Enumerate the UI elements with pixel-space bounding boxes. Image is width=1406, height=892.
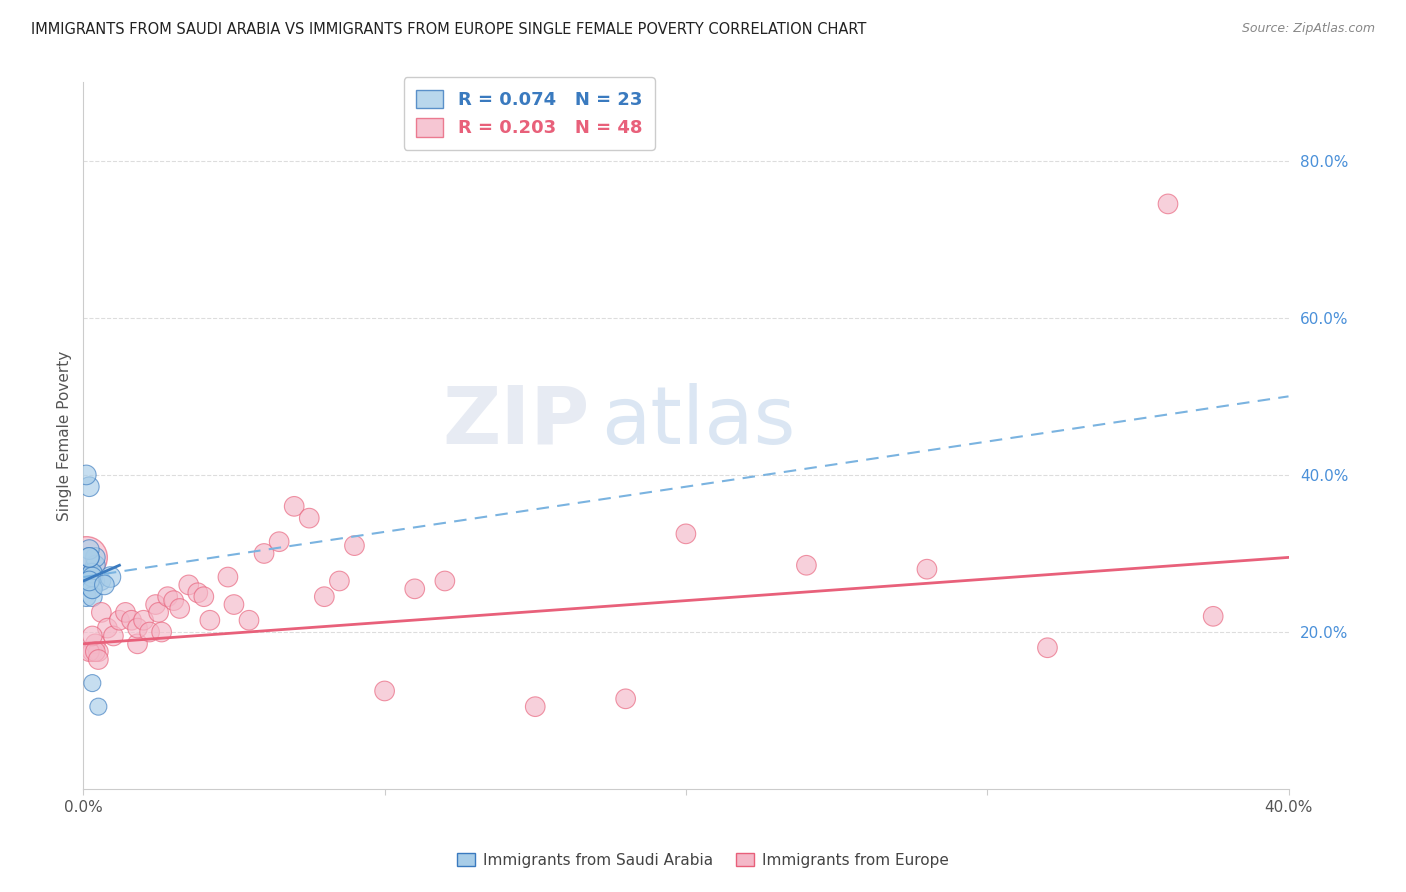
Point [343,539,366,553]
Point [79,574,101,588]
Point [148,606,170,620]
Point [915,562,938,576]
Point [100,570,122,584]
Point [84,574,107,588]
Point [84,550,107,565]
Text: ZIP: ZIP [443,383,589,460]
Point [82,566,104,581]
Point [84,558,107,573]
Point [82,570,104,584]
Text: Source: ZipAtlas.com: Source: ZipAtlas.com [1241,22,1375,36]
Point [90,574,112,588]
Point [84,637,107,651]
Point [374,684,396,698]
Point [82,645,104,659]
Point [79,480,101,494]
Point [283,500,305,514]
Point [127,621,149,635]
Point [217,570,239,584]
Point [314,590,336,604]
Point [238,613,260,627]
Point [145,598,167,612]
Point [87,652,110,666]
Text: IMMIGRANTS FROM SAUDI ARABIA VS IMMIGRANTS FROM EUROPE SINGLE FEMALE POVERTY COR: IMMIGRANTS FROM SAUDI ARABIA VS IMMIGRAN… [31,22,866,37]
Point [103,629,125,643]
Point [93,578,115,592]
Point [79,542,101,557]
Point [82,676,104,690]
Point [193,590,215,604]
Point [79,574,101,588]
Point [524,699,547,714]
Point [75,590,97,604]
Point [82,566,104,581]
Point [87,699,110,714]
Point [82,582,104,596]
Point [138,625,160,640]
Point [1157,197,1180,211]
Point [253,546,276,560]
Point [114,606,136,620]
Point [675,526,697,541]
Point [222,598,245,612]
Point [96,621,118,635]
Y-axis label: Single Female Poverty: Single Female Poverty [58,351,72,521]
Point [1036,640,1059,655]
Point [108,613,131,627]
Point [433,574,456,588]
Point [87,645,110,659]
Legend: R = 0.074   N = 23, R = 0.203   N = 48: R = 0.074 N = 23, R = 0.203 N = 48 [404,77,655,150]
Point [90,606,112,620]
Legend: Immigrants from Saudi Arabia, Immigrants from Europe: Immigrants from Saudi Arabia, Immigrants… [450,845,956,875]
Point [79,550,101,565]
Point [82,582,104,596]
Point [163,593,186,607]
Point [1202,609,1225,624]
Point [796,558,818,573]
Point [187,586,209,600]
Point [177,578,200,592]
Point [614,691,637,706]
Point [150,625,173,640]
Point [169,601,191,615]
Point [79,566,101,581]
Point [404,582,426,596]
Point [328,574,350,588]
Point [84,645,107,659]
Point [298,511,321,525]
Point [121,613,143,627]
Point [82,629,104,643]
Point [75,467,97,482]
Point [198,613,221,627]
Point [269,534,291,549]
Point [79,645,101,659]
Point [127,637,149,651]
Text: atlas: atlas [602,383,796,460]
Point [156,590,179,604]
Point [79,550,101,565]
Point [82,590,104,604]
Point [132,613,155,627]
Point [75,550,97,565]
